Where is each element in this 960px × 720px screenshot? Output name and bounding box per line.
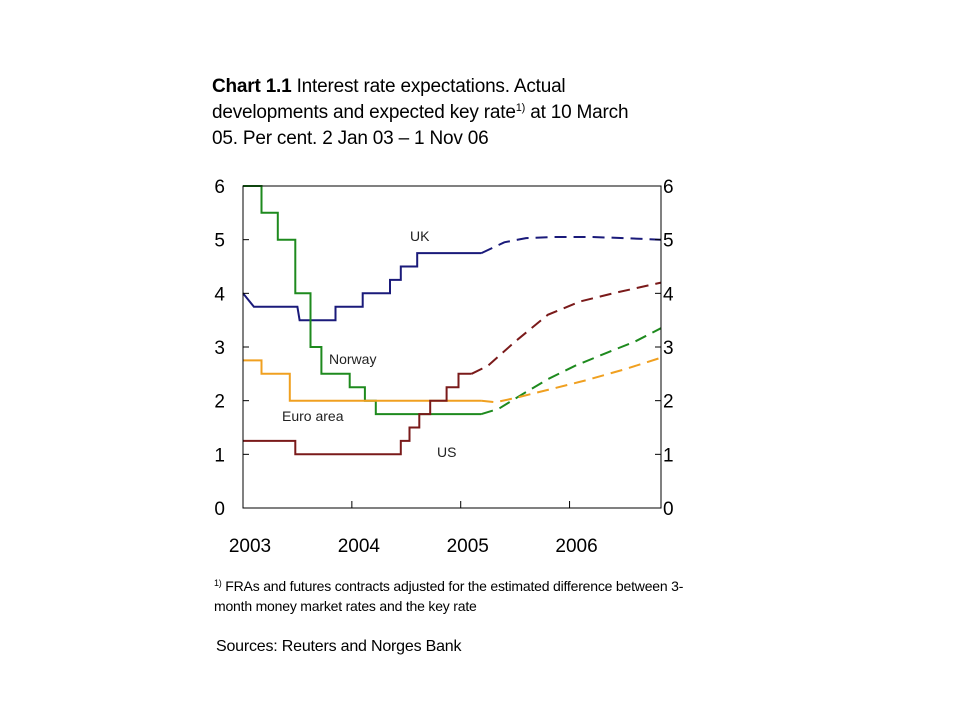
y-tick-label-left: 6 bbox=[214, 177, 225, 198]
x-tick-label: 2003 bbox=[229, 536, 271, 557]
chart-title: Chart 1.1 Interest rate expectations. Ac… bbox=[212, 74, 632, 152]
x-tick-label: 2004 bbox=[338, 536, 381, 557]
chart-title-text: Interest rate expectations. Actual devel… bbox=[212, 76, 566, 123]
y-tick-label-left: 1 bbox=[214, 445, 225, 466]
footnote-text: FRAs and futures contracts adjusted for … bbox=[214, 578, 684, 614]
series-label-uk: UK bbox=[410, 228, 430, 244]
series-line-expected-euro-area bbox=[481, 356, 662, 404]
series-line-actual-us bbox=[243, 372, 472, 456]
y-tick-label-right: 5 bbox=[663, 231, 674, 252]
series-line-expected-us bbox=[471, 281, 662, 375]
y-tick-label-right: 6 bbox=[663, 177, 674, 198]
x-tick-label: 2005 bbox=[447, 536, 489, 557]
y-tick-label-right: 2 bbox=[663, 392, 674, 413]
series-label-euro-area: Euro area bbox=[282, 408, 344, 424]
y-tick-label-left: 3 bbox=[214, 338, 225, 359]
y-tick-label-right: 0 bbox=[663, 499, 674, 520]
series-line-expected-uk bbox=[480, 236, 662, 255]
footnote: 1) FRAs and futures contracts adjusted f… bbox=[214, 576, 684, 616]
series-line-actual-euro-area bbox=[243, 359, 482, 402]
series-label-us: US bbox=[437, 444, 456, 460]
series-layer bbox=[242, 185, 662, 456]
y-tick-label-left: 5 bbox=[214, 231, 225, 252]
chart-title-footnote-marker: 1) bbox=[515, 102, 526, 114]
series-label-layer: UK Norway Euro area US bbox=[282, 228, 456, 460]
sources-note: Sources: Reuters and Norges Bank bbox=[216, 638, 462, 655]
chart-title-bold: Chart 1.1 bbox=[212, 76, 292, 97]
y-tick-label-right: 1 bbox=[663, 445, 674, 466]
footnote-marker: 1) bbox=[214, 578, 222, 588]
series-label-norway: Norway bbox=[329, 351, 376, 367]
y-tick-label-right: 4 bbox=[663, 284, 674, 305]
series-line-actual-uk bbox=[242, 252, 482, 322]
y-tick-label-left: 4 bbox=[214, 284, 225, 305]
axis-layer: 0 1 2 3 4 5 6 0 1 2 3 4 5 6 2003 2004 2005 2006 bbox=[214, 177, 674, 557]
y-tick-label-left: 0 bbox=[214, 499, 225, 520]
series-line-expected-norway bbox=[481, 327, 662, 416]
chart-title-text-end: at 10 March 05. Per cent. 2 Jan 03 – 1 N… bbox=[212, 102, 629, 149]
y-tick-label-right: 3 bbox=[663, 338, 674, 359]
y-tick-label-left: 2 bbox=[214, 392, 225, 413]
x-tick-label: 2006 bbox=[555, 536, 597, 557]
